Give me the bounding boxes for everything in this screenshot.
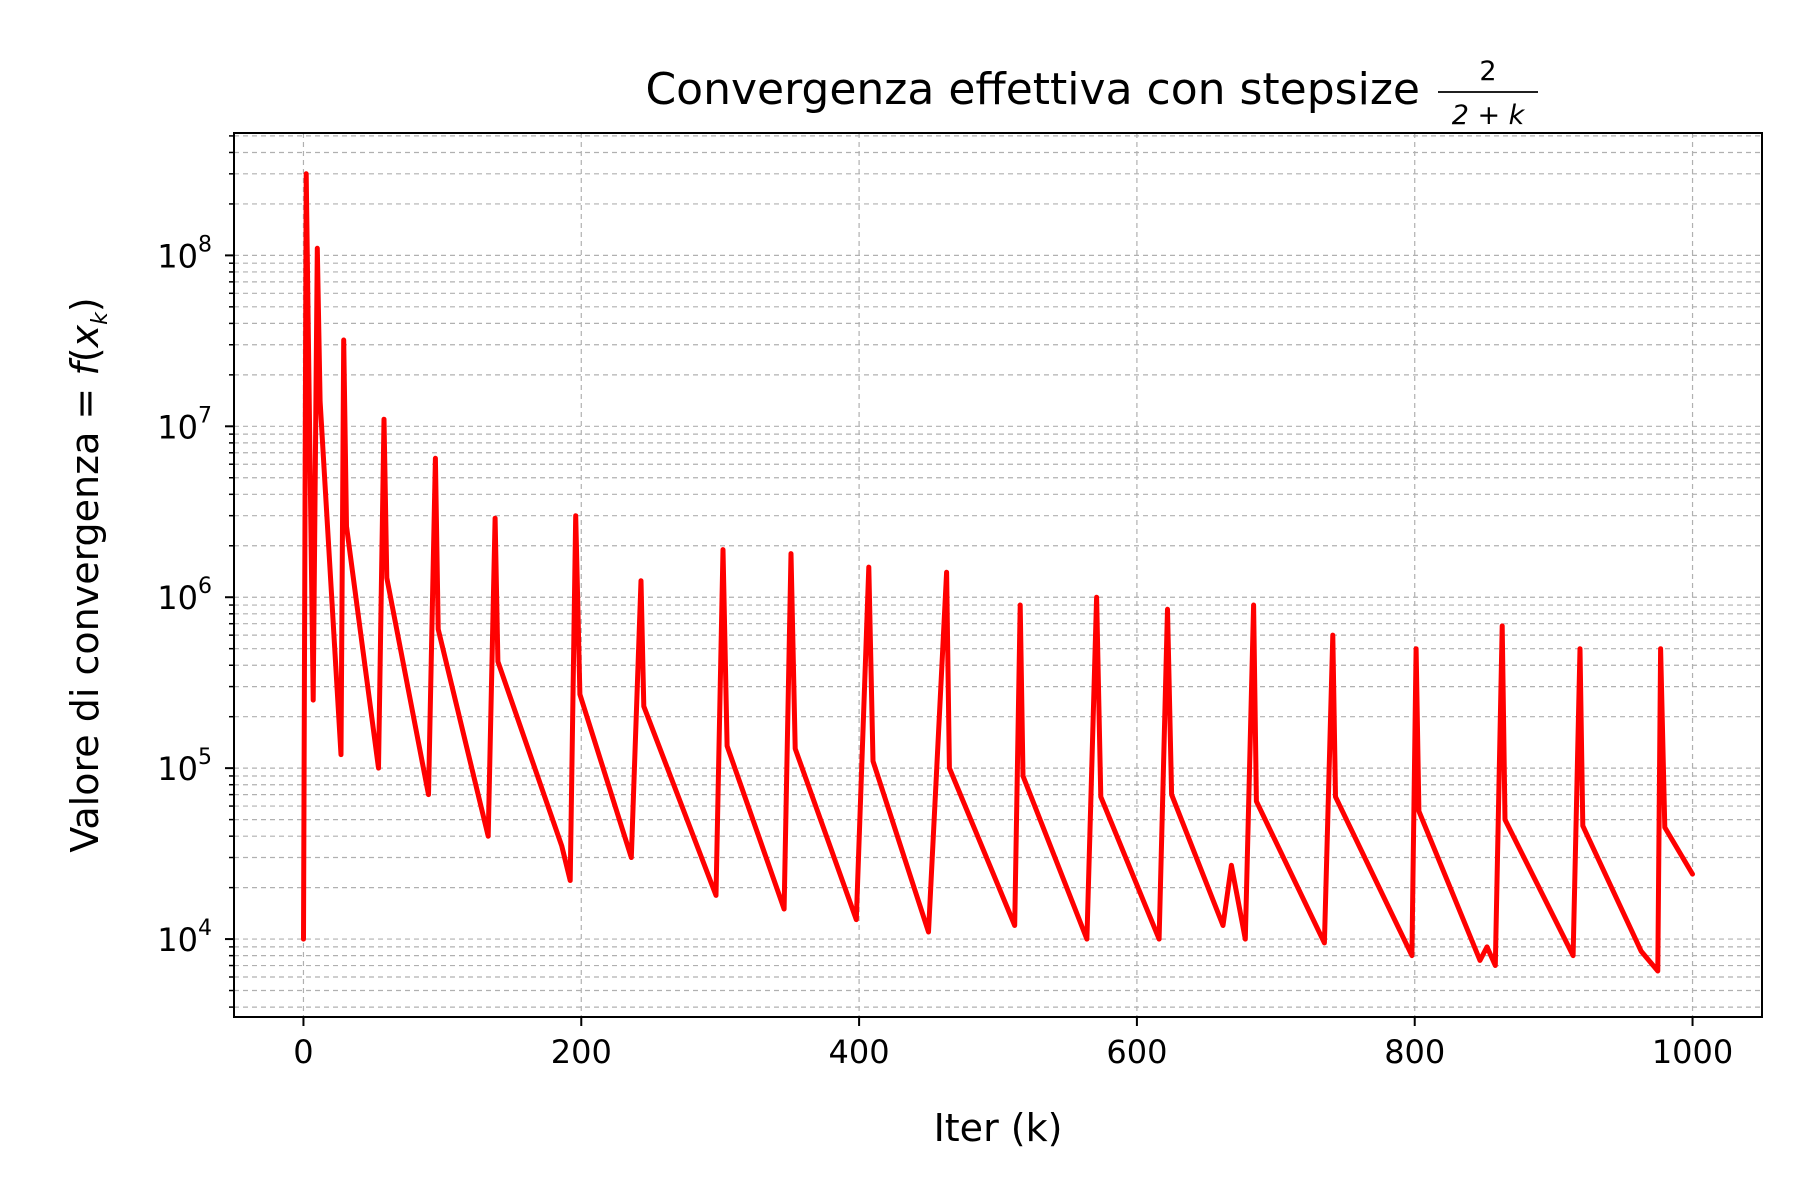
x-axis-ticks: 0 200 400 600 800 1000 (293, 1017, 1733, 1071)
chart-title-text: Convergenza effettiva con stepsize (645, 64, 1420, 115)
y-axis-label: Valore di convergenza = f(xk) (63, 297, 113, 852)
y-tick-label: 108 (157, 232, 212, 275)
y-axis-label-text: Valore di convergenza = (63, 376, 107, 853)
y-tick-label: 104 (157, 916, 212, 959)
x-tick-label: 600 (1106, 1033, 1167, 1071)
chart-title: Convergenza effettiva con stepsize 2 2 +… (645, 56, 1538, 131)
y-axis-ticks: 104 105 106 107 108 (157, 135, 234, 1008)
chart-title-fraction-numerator: 2 (1479, 56, 1496, 87)
y-axis-label-var: x (63, 324, 107, 348)
y-axis-label-sub: k (88, 311, 113, 325)
x-axis-label: Iter (k) (934, 1106, 1063, 1150)
y-tick-label: 107 (157, 403, 212, 446)
x-tick-label: 200 (551, 1033, 612, 1071)
x-tick-label: 800 (1384, 1033, 1445, 1071)
chart-title-fraction-denominator: 2 + k (1452, 100, 1526, 131)
series-line (301, 171, 1695, 974)
y-tick-label: 105 (157, 745, 212, 788)
x-tick-label: 0 (293, 1033, 313, 1071)
x-tick-label: 400 (829, 1033, 890, 1071)
y-tick-label: 106 (157, 574, 212, 617)
x-tick-label: 1000 (1652, 1033, 1733, 1071)
plot-frame (233, 132, 1763, 1018)
